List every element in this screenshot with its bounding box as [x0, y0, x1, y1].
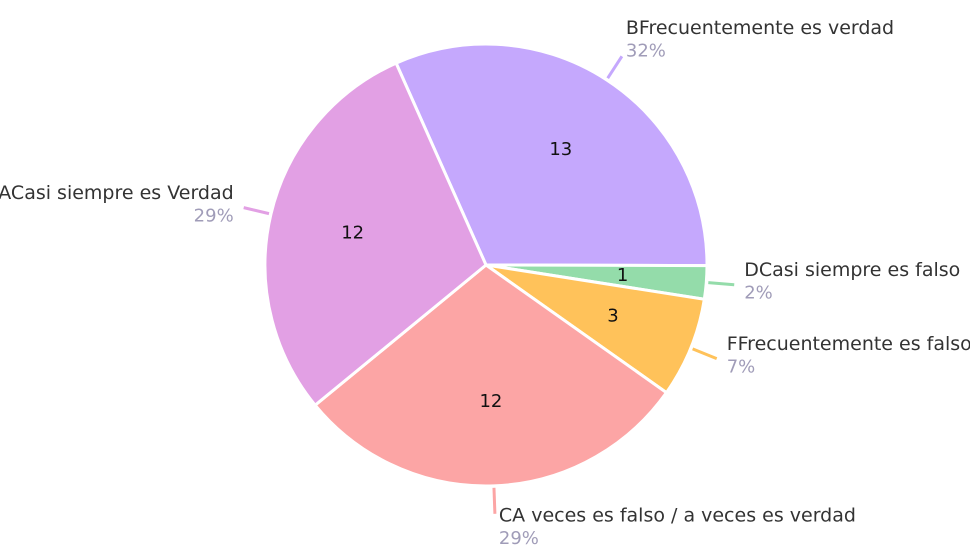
slice-value-label: 1	[617, 265, 628, 286]
slice-percent-label: 29%	[194, 206, 234, 227]
leader-line	[243, 206, 270, 216]
leader-line	[606, 55, 624, 79]
slice-value-label: 13	[549, 139, 572, 160]
slice-name-label: FFrecuentemente es falso	[727, 333, 970, 355]
pie-slice	[394, 42, 709, 268]
leader-line	[492, 487, 497, 514]
leader-line	[692, 347, 718, 361]
slice-name-label: ACasi siempre es Verdad	[0, 182, 234, 204]
pie-slice	[263, 61, 488, 408]
slice-name-label: BFrecuentemente es verdad	[626, 17, 894, 39]
slice-percent-label: 7%	[727, 357, 756, 378]
slice-percent-label: 32%	[626, 40, 666, 61]
pie-slice	[485, 263, 707, 395]
pie-slice	[313, 263, 669, 488]
slice-percent-label: 29%	[499, 528, 539, 549]
slice-name-label: DCasi siempre es falso	[744, 259, 960, 281]
slice-percent-label: 2%	[744, 283, 773, 304]
slice-value-label: 12	[341, 222, 364, 243]
slice-name-label: CA veces es falso / a veces es verdad	[499, 504, 856, 526]
slice-value-label: 12	[479, 391, 502, 412]
slice-value-label: 3	[607, 306, 618, 327]
leader-line	[708, 281, 735, 287]
